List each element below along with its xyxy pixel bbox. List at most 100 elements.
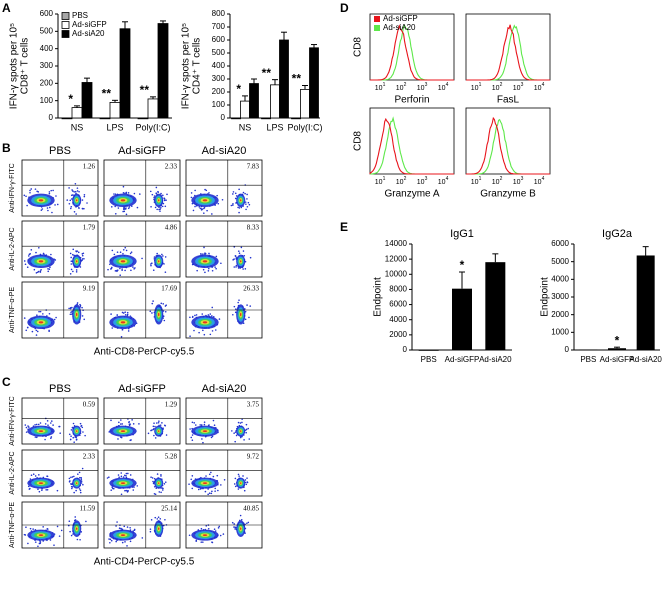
event-dot <box>68 202 71 205</box>
x-tick-label: LPS <box>106 122 123 132</box>
event-dot <box>76 538 79 541</box>
x-tick-label: 102 <box>396 82 407 92</box>
y-tick-label: 100 <box>212 100 226 109</box>
density-region <box>75 312 78 317</box>
event-dot <box>110 489 113 491</box>
event-dot <box>38 310 40 313</box>
event-dot <box>45 489 47 491</box>
event-dot <box>232 193 234 195</box>
x-tick-label: 101 <box>471 176 482 186</box>
event-dot <box>128 206 131 208</box>
event-dot <box>154 437 157 439</box>
flow-plot <box>21 159 99 217</box>
bar <box>309 47 319 119</box>
event-dot <box>24 263 27 266</box>
event-dot <box>234 197 237 200</box>
event-dot <box>208 492 211 495</box>
event-dot <box>234 526 236 528</box>
event-dot <box>132 489 135 491</box>
event-dot <box>111 487 114 490</box>
event-dot <box>128 423 131 425</box>
density-region <box>202 534 208 537</box>
event-dot <box>203 421 206 423</box>
event-dot <box>69 207 72 210</box>
event-dot <box>238 252 241 255</box>
significance-marker: * <box>460 258 465 272</box>
event-dot <box>118 476 120 479</box>
event-dot <box>79 476 81 479</box>
column-header: Ad-siGFP <box>118 145 166 157</box>
event-dot <box>235 195 238 197</box>
significance-marker: * <box>68 92 73 106</box>
event-dot <box>83 207 85 210</box>
event-dot <box>238 188 240 191</box>
density-region <box>120 199 126 202</box>
event-dot <box>189 428 191 430</box>
event-dot <box>71 476 74 478</box>
event-dot <box>153 256 156 258</box>
bar <box>137 117 149 120</box>
x-tick-label: 103 <box>417 82 428 92</box>
event-dot <box>70 194 73 197</box>
event-dot <box>209 313 212 315</box>
event-dot <box>111 249 114 252</box>
event-dot <box>54 204 56 206</box>
x-tick-label: 104 <box>438 82 449 92</box>
event-dot <box>33 268 36 271</box>
event-dot <box>219 534 222 537</box>
event-dot <box>120 475 123 478</box>
event-dot <box>204 252 207 255</box>
quadrant-percentage: 3.75 <box>247 401 260 409</box>
bar <box>249 83 259 119</box>
y-tick-label: 600 <box>40 9 54 18</box>
histogram-plot <box>465 107 551 175</box>
event-dot <box>107 268 109 271</box>
y-tick-label: 500 <box>40 26 54 35</box>
row-label: Anti-TNF-α-PE <box>9 502 16 548</box>
event-dot <box>82 431 84 433</box>
event-dot <box>77 473 79 475</box>
event-dot <box>84 434 86 437</box>
event-dot <box>70 435 72 438</box>
event-dot <box>25 195 27 198</box>
event-dot <box>149 528 152 530</box>
event-dot <box>71 487 73 490</box>
x-tick-label: Ad-siGFP <box>600 355 635 364</box>
legend-label: Ad-siGFP <box>383 14 418 23</box>
y-tick-label: 500 <box>212 48 226 57</box>
event-dot <box>117 207 120 209</box>
event-dot <box>29 189 31 192</box>
quadrant-percentage: 26.33 <box>243 285 259 293</box>
event-dot <box>47 424 49 426</box>
event-dot <box>162 194 164 197</box>
event-dot <box>23 317 26 319</box>
event-dot <box>121 269 123 271</box>
event-dot <box>23 194 26 197</box>
event-dot <box>75 271 78 273</box>
event-dot <box>246 477 248 479</box>
event-dot <box>46 528 49 530</box>
event-dot <box>76 250 79 252</box>
tick-exponent: 1 <box>479 176 482 182</box>
event-dot <box>152 300 154 302</box>
event-dot <box>36 190 38 193</box>
event-dot <box>80 478 83 481</box>
quadrant-percentage: 25.14 <box>161 505 177 513</box>
event-dot <box>53 318 56 321</box>
row-label: Anti-IFN-γ-FITC <box>9 163 16 212</box>
legend-swatch <box>374 16 380 22</box>
event-dot <box>201 438 203 440</box>
legend-label: Ad-siA20 <box>72 29 105 38</box>
event-dot <box>70 429 73 431</box>
event-dot <box>48 268 51 270</box>
event-dot <box>207 270 210 272</box>
event-dot <box>70 263 73 265</box>
event-dot <box>42 526 44 528</box>
event-dot <box>69 480 71 482</box>
event-dot <box>232 313 234 316</box>
y-tick-label: 200 <box>40 78 54 87</box>
event-dot <box>76 190 79 192</box>
event-dot <box>27 542 29 545</box>
event-dot <box>196 269 198 272</box>
quadrant-percentage: 17.69 <box>161 285 177 293</box>
